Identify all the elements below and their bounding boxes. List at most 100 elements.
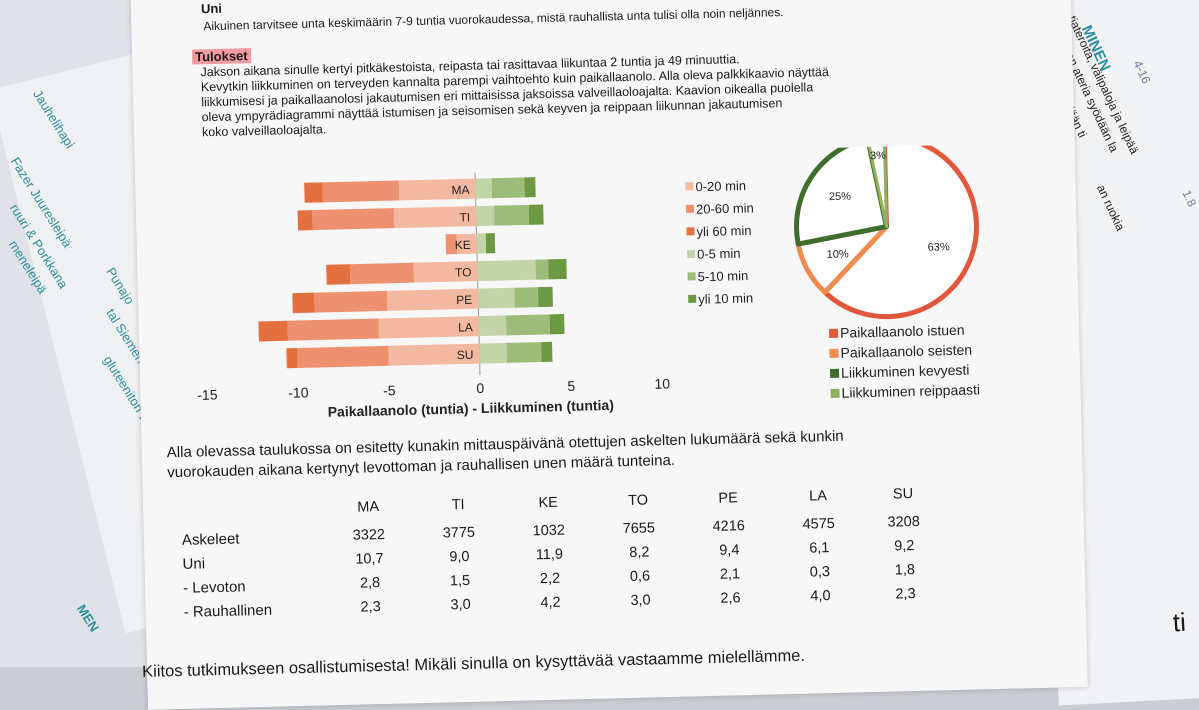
uni-text: Aikuinen tarvitsee unta keskimäärin 7-9 … bbox=[203, 5, 784, 34]
table-header-row: MA TI KE TO PE LA SU bbox=[173, 485, 953, 516]
category-label-SU: SU bbox=[457, 348, 474, 362]
table-header-TI: TI bbox=[451, 496, 465, 514]
legend-swatch-1 bbox=[685, 204, 695, 213]
bar-TO-5 bbox=[548, 258, 567, 280]
table-header-TO: TO bbox=[627, 492, 649, 509]
category-label-MA: MA bbox=[451, 183, 469, 197]
legend-swatch-2 bbox=[686, 227, 695, 236]
bar-TO-3 bbox=[477, 259, 536, 282]
bar-PE-4 bbox=[514, 287, 539, 308]
table-row-label: - Levoton bbox=[182, 578, 246, 597]
pie-legend-swatch-3 bbox=[830, 388, 840, 399]
table-row-label: Askeleet bbox=[181, 530, 240, 549]
legend-label-2: yli 60 min bbox=[696, 223, 751, 239]
bar-TI-4 bbox=[494, 204, 530, 226]
bar-LA-4 bbox=[505, 314, 551, 336]
table-cell: 2,6 bbox=[720, 590, 741, 607]
bar-SU-1 bbox=[297, 345, 389, 369]
bar-SU-5 bbox=[541, 341, 553, 363]
bar-SU-2 bbox=[286, 348, 298, 369]
results-paragraph: Jakson aikana sinulle kertyi pitkäkestoi… bbox=[200, 50, 830, 140]
pie-legend-swatch-0 bbox=[828, 328, 839, 339]
pie-label-2: 25% bbox=[829, 191, 852, 204]
x-tick--15: -15 bbox=[197, 386, 218, 402]
table-cell: 4,0 bbox=[810, 588, 831, 605]
bar-PE-1 bbox=[314, 290, 388, 313]
table-cell: 8,2 bbox=[629, 544, 650, 561]
x-tick--5: -5 bbox=[383, 382, 396, 398]
x-tick-5: 5 bbox=[567, 378, 575, 394]
pie-slice-0 bbox=[822, 143, 979, 320]
table-cell: 2,2 bbox=[539, 570, 561, 588]
pie-label-0: 63% bbox=[927, 241, 950, 254]
legend-label-4: 5-10 min bbox=[697, 268, 748, 284]
x-tick--10: -10 bbox=[288, 384, 309, 400]
table-cell: 2,3 bbox=[360, 599, 381, 616]
bar-LA-2 bbox=[258, 320, 289, 342]
bar-MA-1 bbox=[322, 180, 400, 203]
category-label-KE: KE bbox=[455, 238, 471, 252]
bar-PE-2 bbox=[292, 292, 315, 314]
bar-TO-2 bbox=[326, 264, 351, 285]
bar-KE-0 bbox=[456, 233, 478, 255]
table-cell: 4575 bbox=[802, 515, 836, 533]
bar-MA-5 bbox=[524, 177, 536, 198]
pie-slice-2 bbox=[794, 143, 889, 247]
table-cell: 6,1 bbox=[809, 540, 830, 557]
bar-SU-0 bbox=[388, 343, 480, 366]
table-header-MA: MA bbox=[357, 499, 380, 516]
pie-slice-3 bbox=[866, 143, 888, 229]
right-text-7: 1.8 bbox=[1179, 187, 1199, 209]
bar-LA-1 bbox=[287, 318, 379, 341]
bar-PE-0 bbox=[386, 288, 479, 311]
table-cell: 7655 bbox=[622, 520, 656, 538]
bar-LA-3 bbox=[478, 315, 507, 337]
legend-label-0: 0-20 min bbox=[695, 178, 746, 194]
right-text-8: ti bbox=[1172, 606, 1187, 638]
pie-legend-label-1: Paikallaanolo seisten bbox=[840, 342, 972, 361]
report-page: Uni Aikuinen tarvitsee unta keskimäärin … bbox=[130, 0, 1088, 710]
bar-LA-5 bbox=[549, 313, 565, 335]
table-cell: 4,2 bbox=[540, 594, 561, 612]
bar-KE-5 bbox=[485, 233, 496, 254]
table-cell: 3208 bbox=[887, 513, 921, 531]
pie-label-1: 10% bbox=[827, 248, 850, 261]
table-cell: 0,6 bbox=[629, 568, 651, 585]
bar-MA-3 bbox=[475, 178, 493, 199]
bar-SU-3 bbox=[479, 342, 508, 364]
right-text-6: 4-16 bbox=[1130, 58, 1154, 86]
table-header-LA: LA bbox=[808, 488, 828, 505]
bar-TI-5 bbox=[528, 204, 544, 225]
legend-label-3: 0-5 min bbox=[697, 246, 741, 262]
table-cell: 3322 bbox=[352, 526, 386, 544]
table-cell: 9,4 bbox=[719, 542, 740, 559]
bar-TI-1 bbox=[312, 208, 395, 231]
left-text-5: Punajo bbox=[103, 264, 138, 307]
bar-MA-2 bbox=[304, 182, 323, 203]
x-tick-0: 0 bbox=[476, 380, 484, 396]
table-cell: 2,8 bbox=[359, 575, 381, 592]
bar-MA-0 bbox=[398, 178, 476, 201]
bar-MA-4 bbox=[491, 177, 525, 199]
pie-legend-swatch-1 bbox=[829, 348, 839, 359]
results-heading: Tulokset bbox=[191, 48, 251, 65]
bar-PE-5 bbox=[537, 286, 553, 308]
bar-LA-0 bbox=[378, 316, 480, 339]
category-label-LA: LA bbox=[458, 320, 473, 334]
pie-legend-swatch-2 bbox=[829, 368, 840, 379]
right-text-5: an ruokia bbox=[1093, 182, 1128, 233]
x-tick-10: 10 bbox=[654, 375, 670, 391]
pie-chart: 63% 10% 25% 3% Paikallaanolo istuenPaikallaa… bbox=[794, 143, 980, 401]
section-uni-heading: Uni bbox=[200, 0, 223, 17]
bar-TO-1 bbox=[349, 262, 415, 285]
pie-label-3: 3% bbox=[870, 150, 886, 162]
table-cell: 3775 bbox=[442, 524, 476, 542]
table-row-label: - Rauhallinen bbox=[183, 601, 273, 621]
table-cell: 4216 bbox=[712, 518, 746, 535]
legend-swatch-4 bbox=[687, 272, 696, 281]
table-cell: 3,0 bbox=[630, 592, 651, 609]
table-cell: 2,3 bbox=[895, 585, 916, 603]
table-cell: 10,7 bbox=[355, 550, 384, 568]
table-cell: 9,0 bbox=[449, 548, 470, 566]
pie-legend-label-0: Paikallaanolo istuen bbox=[840, 322, 965, 341]
